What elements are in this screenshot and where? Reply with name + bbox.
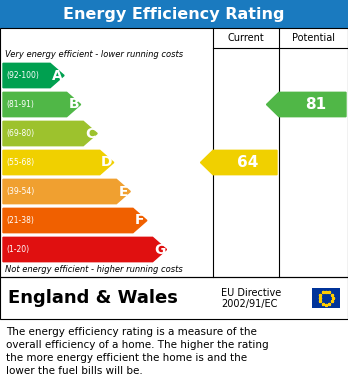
- Text: C: C: [85, 127, 95, 140]
- Bar: [0, 0, 348, 28]
- Bar: [312, 288, 340, 308]
- Text: (81-91): (81-91): [6, 100, 34, 109]
- Text: Not energy efficient - higher running costs: Not energy efficient - higher running co…: [5, 265, 183, 274]
- Polygon shape: [3, 208, 147, 233]
- Polygon shape: [3, 92, 81, 117]
- Text: B: B: [68, 97, 79, 111]
- Polygon shape: [200, 150, 277, 175]
- Polygon shape: [3, 63, 64, 88]
- Polygon shape: [3, 237, 167, 262]
- Text: D: D: [101, 156, 112, 170]
- Polygon shape: [3, 121, 97, 146]
- Polygon shape: [3, 150, 114, 175]
- Text: (39-54): (39-54): [6, 187, 34, 196]
- Bar: [0, 277, 348, 319]
- Text: overall efficiency of a home. The higher the rating: overall efficiency of a home. The higher…: [6, 340, 269, 350]
- Text: A: A: [52, 68, 63, 83]
- Text: Energy Efficiency Rating: Energy Efficiency Rating: [63, 7, 285, 22]
- Text: (92-100): (92-100): [6, 71, 39, 80]
- Text: 2002/91/EC: 2002/91/EC: [221, 299, 277, 309]
- Text: F: F: [135, 213, 145, 228]
- Text: (55-68): (55-68): [6, 158, 34, 167]
- Text: Current: Current: [228, 33, 264, 43]
- Text: EU Directive: EU Directive: [221, 288, 281, 298]
- Text: lower the fuel bills will be.: lower the fuel bills will be.: [6, 366, 143, 376]
- Text: The energy efficiency rating is a measure of the: The energy efficiency rating is a measur…: [6, 327, 257, 337]
- Polygon shape: [267, 92, 346, 117]
- Text: (69-80): (69-80): [6, 129, 34, 138]
- Bar: [0, 28, 348, 277]
- Text: England & Wales: England & Wales: [8, 289, 178, 307]
- Text: Very energy efficient - lower running costs: Very energy efficient - lower running co…: [5, 50, 183, 59]
- Text: E: E: [119, 185, 128, 199]
- Text: (1-20): (1-20): [6, 245, 29, 254]
- Text: 64: 64: [237, 155, 259, 170]
- Text: (21-38): (21-38): [6, 216, 34, 225]
- Text: Potential: Potential: [292, 33, 335, 43]
- Text: 81: 81: [305, 97, 326, 112]
- Text: G: G: [154, 242, 165, 256]
- Text: the more energy efficient the home is and the: the more energy efficient the home is an…: [6, 353, 247, 363]
- Polygon shape: [3, 179, 130, 204]
